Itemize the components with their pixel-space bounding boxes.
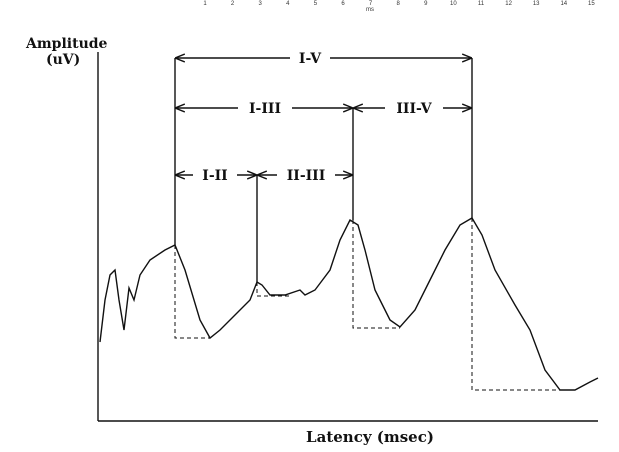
interval-label: I-V [299, 51, 322, 67]
ruler-tick-label: 8 [397, 1, 401, 7]
trough-guide [352, 220, 400, 329]
y-axis-label: Amplitude [25, 36, 108, 52]
ruler: 1 2 3 4 5 6 7 8 9 10 11 12 13 14 15 [203, 1, 595, 7]
label-bg [277, 166, 335, 184]
ruler-tick-label: 10 [450, 1, 457, 7]
ruler-tick-label: 4 [286, 1, 290, 7]
ruler-tick-label: 2 [231, 1, 235, 7]
y-axis-unit: (uV) [46, 52, 80, 68]
interval-label: I-III [249, 101, 281, 117]
label-bg [290, 49, 330, 67]
ruler-tick-label: 9 [424, 1, 428, 7]
trough-guide [471, 218, 560, 391]
trough-guide [174, 245, 210, 339]
ruler-tick-label: 3 [259, 1, 263, 7]
label-bg [193, 166, 237, 184]
x-axis-label: Latency (msec) [306, 428, 434, 446]
trough-guide [256, 282, 290, 297]
ruler-tick-label: 5 [314, 1, 318, 7]
waveform [99, 217, 599, 391]
interval-label: II-III [287, 168, 326, 184]
ruler-tick-label: 13 [533, 1, 540, 7]
ruler-tick-label: 15 [588, 1, 595, 7]
ruler-tick-label: 7 [369, 1, 373, 7]
ruler-tick-label: 11 [478, 1, 485, 7]
interval-label: III-V [396, 101, 432, 117]
label-bg [385, 99, 443, 117]
ruler-unit: ms [366, 7, 374, 13]
ruler-tick-label: 6 [341, 1, 345, 7]
ruler-tick-label: 12 [505, 1, 512, 7]
ruler-tick-label: 1 [203, 1, 207, 7]
label-bg [238, 99, 292, 117]
ruler-tick-label: 14 [560, 1, 567, 7]
interval-label: I-II [202, 168, 227, 184]
